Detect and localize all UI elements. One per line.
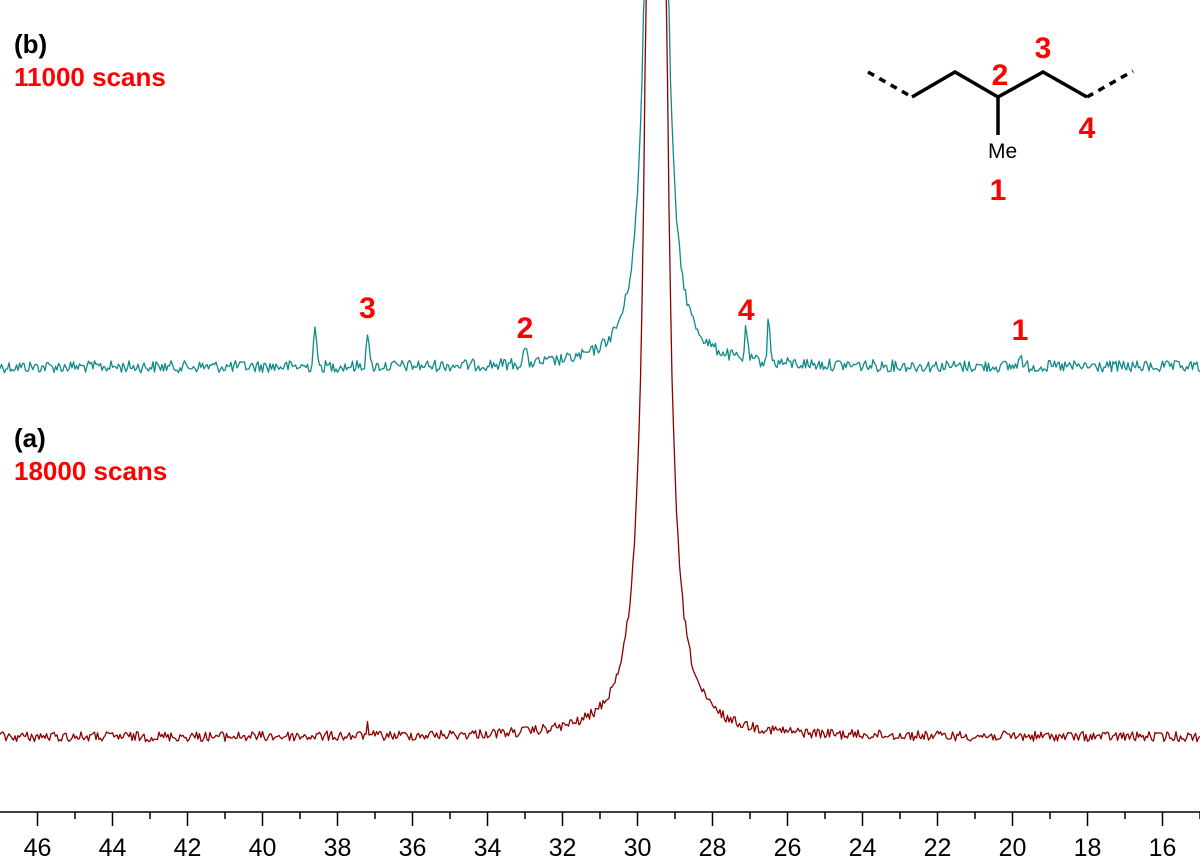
x-tick-label: 38: [324, 834, 352, 862]
x-tick-label: 26: [774, 834, 802, 862]
series-a-scans: 18000 scans: [14, 456, 167, 486]
peak-annotations: 3 2 4 1: [359, 292, 1028, 347]
peak-annotation-1: 1: [1012, 314, 1029, 347]
structure-label-2: 2: [992, 59, 1009, 92]
series-a-label: (a): [14, 423, 46, 453]
peak-annotation-4: 4: [738, 294, 755, 327]
x-tick-label: 34: [474, 834, 502, 862]
peak-annotation-3: 3: [359, 292, 376, 325]
x-tick-label: 20: [999, 834, 1027, 862]
x-tick-label: 46: [24, 834, 52, 862]
structure-label-3: 3: [1035, 32, 1052, 65]
x-tick-label: 18: [1074, 834, 1102, 862]
x-axis: 46 44 42 40 38 36 34 32 30 28 26 24 22 20 18 16: [0, 811, 1200, 862]
methyl-label: Me: [988, 140, 1017, 163]
series-b-label: (b): [14, 29, 47, 59]
bond-dashed-left: [867, 70, 913, 99]
x-tick-label: 40: [249, 834, 277, 862]
structure-label-1: 1: [990, 174, 1007, 207]
x-tick-label: 24: [849, 834, 877, 862]
x-tick-label: 32: [549, 834, 577, 862]
x-tick-label: 44: [99, 834, 127, 862]
x-tick-label: 22: [924, 834, 952, 862]
x-tick-label: 28: [699, 834, 727, 862]
x-tick-label: 30: [624, 834, 652, 862]
spectrum-trace-a: [0, 0, 1200, 743]
series-b-scans: 11000 scans: [14, 62, 166, 92]
x-tick-label: 16: [1149, 834, 1177, 862]
chemical-structure: Me 1 2 3 4: [867, 32, 1134, 207]
peak-annotation-2: 2: [517, 312, 534, 345]
x-tick-label: 42: [174, 834, 202, 862]
spectrum-trace-b: [0, 0, 1200, 374]
structure-label-4: 4: [1079, 112, 1096, 145]
bond-dashed-right: [1086, 69, 1134, 99]
x-tick-label: 36: [399, 834, 427, 862]
